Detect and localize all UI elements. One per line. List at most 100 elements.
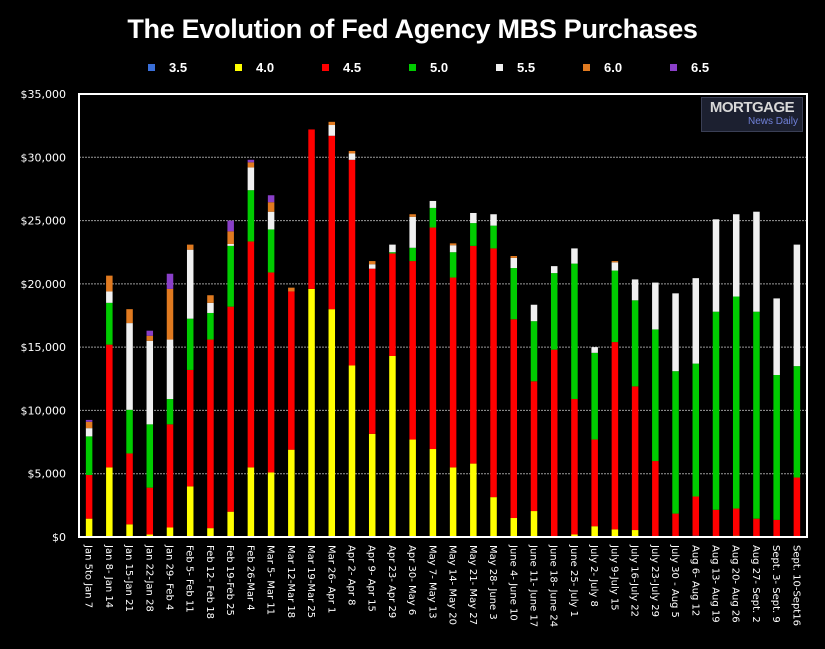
bar-stack — [288, 287, 295, 537]
x-tick-label: June 11- June 17 — [528, 544, 539, 627]
bar-segment-4-5 — [207, 339, 214, 529]
y-tick-label: $0 — [52, 531, 66, 544]
legend-swatch — [583, 64, 590, 71]
bar-segment-4-5 — [85, 474, 93, 519]
bar-segment-5-5 — [672, 293, 679, 372]
x-tick-label: Mar 26- Apr 1 — [325, 545, 336, 613]
bar-segment-6-0 — [288, 287, 295, 292]
bar-segment-5-5 — [571, 248, 578, 264]
bar-segment-5-5 — [146, 340, 154, 425]
bar-segment-5-5 — [490, 214, 497, 226]
bar-segment-4-5 — [146, 487, 154, 535]
bar-stack — [631, 279, 639, 537]
bar-segment-4-5 — [308, 129, 315, 289]
x-tick-label: Jan 29- Feb 4 — [164, 544, 175, 610]
bar-segment-5-0 — [389, 252, 396, 254]
y-axis: $0 $5,000 $10,000 $15,000 $20,000 $25,000 $30,… — [21, 88, 67, 544]
bar-segment-5-0 — [510, 268, 518, 320]
bar-segment-5-5 — [732, 214, 740, 297]
bar-segment-5-0 — [490, 225, 497, 249]
x-tick-label: Sept. 10-Sept16 — [790, 545, 801, 626]
bar-stack — [328, 121, 336, 537]
bar-stack — [348, 150, 356, 537]
bar-segment-4-0 — [328, 309, 336, 537]
x-tick-label: Apr 30- May 6 — [406, 545, 417, 615]
bar-segment-6-0 — [267, 202, 275, 212]
legend-label: 3.5 — [169, 60, 188, 75]
x-tick-label: July 2- July 8 — [588, 544, 599, 607]
bar-segment-4-5 — [672, 513, 679, 537]
bar-segment-4-5 — [186, 369, 194, 487]
bar-stack — [732, 214, 740, 537]
bar-segment-5-5 — [247, 167, 255, 191]
bar-segment-6-0 — [449, 243, 457, 246]
legend-swatch — [409, 64, 416, 71]
legend-swatch — [235, 64, 242, 71]
legend-item-4-5: 4.5 — [322, 60, 409, 75]
bar-stack — [692, 278, 700, 537]
bar-segment-4-5 — [449, 277, 457, 468]
bar-segment-4-5 — [611, 342, 619, 530]
bar-segment-5-5 — [470, 212, 477, 224]
x-tick-label: Apr 2- Apr 8 — [346, 545, 357, 605]
bar-segment-5-5 — [328, 125, 336, 136]
legend-label: 4.0 — [256, 60, 275, 75]
bar-stack — [449, 243, 457, 537]
bar-segment-4-0 — [611, 529, 619, 537]
bar-segment-6-0 — [207, 295, 214, 303]
gridlines — [79, 156, 807, 475]
bar-stack — [550, 266, 558, 537]
mortgage-news-daily-logo: MORTGAGE News Daily — [701, 97, 803, 132]
bar-segment-6-5 — [166, 273, 174, 289]
bar-segment-4-0 — [227, 511, 234, 537]
plot-frame — [78, 93, 808, 538]
bar-stack — [247, 159, 255, 537]
bar-segment-4-5 — [328, 135, 336, 310]
bars — [85, 121, 801, 537]
bar-stack — [227, 220, 234, 537]
bar-segment-4-0 — [308, 288, 315, 537]
x-tick-label: Aug 13- Aug 19 — [710, 545, 721, 623]
legend-item-5-5: 5.5 — [496, 60, 583, 75]
legend-item-4-0: 4.0 — [235, 60, 322, 75]
x-tick-label: July 9-July 15 — [608, 544, 619, 611]
legend-label: 5.5 — [517, 60, 536, 75]
bar-segment-4-5 — [490, 248, 497, 498]
bar-segment-5-5 — [207, 302, 214, 313]
bar-segment-5-5 — [429, 200, 437, 208]
legend-swatch — [496, 64, 503, 71]
bar-stack — [429, 200, 437, 537]
bar-segment-4-5 — [712, 509, 720, 537]
bar-segment-5-0 — [793, 366, 801, 478]
y-tick-label: $35,000 — [21, 88, 67, 101]
bar-segment-6-0 — [348, 150, 356, 154]
y-tick-label: $25,000 — [21, 215, 67, 228]
bar-stack — [490, 214, 497, 537]
bar-segment-5-0 — [126, 409, 133, 454]
bar-segment-5-5 — [773, 298, 780, 375]
x-tick-label: Jan 15-Jan 21 — [123, 544, 134, 612]
bar-stack — [207, 295, 214, 537]
x-tick-label: June 18- June 24 — [548, 544, 559, 627]
bar-segment-4-5 — [470, 245, 477, 464]
bar-segment-4-0 — [247, 467, 255, 537]
logo-line1: MORTGAGE — [709, 99, 795, 116]
bar-segment-4-0 — [368, 433, 376, 537]
bar-segment-4-0 — [288, 449, 295, 537]
x-tick-label: Aug 27- Sept. 2 — [750, 545, 761, 623]
bar-segment-6-5 — [227, 220, 234, 232]
bar-segment-5-0 — [166, 399, 174, 425]
x-tick-label: Jan 8- Jan 14 — [103, 544, 114, 608]
x-axis: Jan 5to Jan 7 Jan 8- Jan 14 Jan 15-Jan 21 J… — [83, 544, 802, 627]
bar-stack — [368, 261, 376, 537]
bar-stack — [166, 273, 174, 537]
bar-segment-5-0 — [773, 374, 780, 520]
bar-segment-4-5 — [510, 319, 518, 519]
bar-stack — [267, 195, 275, 537]
bar-segment-5-5 — [267, 211, 275, 230]
bar-stack — [308, 129, 315, 537]
bar-segment-5-5 — [793, 244, 801, 367]
bar-segment-5-0 — [247, 190, 255, 242]
bar-segment-6-0 — [328, 121, 336, 126]
